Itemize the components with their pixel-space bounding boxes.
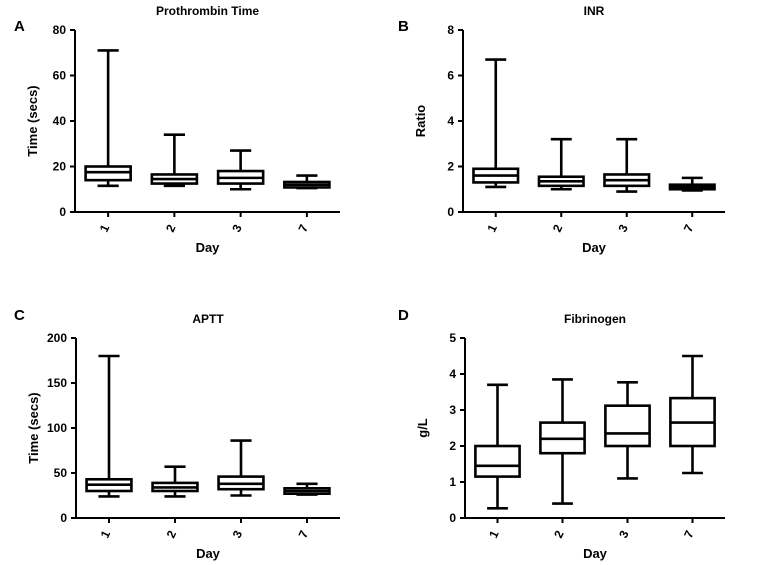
y-tick-label: 200 xyxy=(47,331,67,345)
box-plot-day-7 xyxy=(283,174,331,190)
chart-title: Prothrombin Time xyxy=(156,4,259,18)
box-plot-day-3 xyxy=(603,137,651,193)
y-tick-label: 60 xyxy=(53,69,67,83)
chart-title: Fibrinogen xyxy=(564,312,626,326)
panel-letter: D xyxy=(398,307,409,324)
y-tick-label: 4 xyxy=(449,367,456,381)
x-tick-label: 2 xyxy=(163,222,179,234)
y-axis-label: Ratio xyxy=(413,105,428,138)
y-tick-label: 5 xyxy=(449,331,456,345)
x-tick-label: 7 xyxy=(295,222,311,234)
y-tick-label: 2 xyxy=(447,160,454,174)
x-axis-label: Day xyxy=(583,546,608,561)
y-tick-label: 100 xyxy=(47,421,67,435)
x-axis-label: Day xyxy=(196,240,221,255)
y-axis-label: Time (secs) xyxy=(25,85,40,156)
box-plot-day-3 xyxy=(216,149,265,191)
y-tick-label: 0 xyxy=(59,205,66,219)
chart-title: APTT xyxy=(192,312,224,326)
panel-c: C APTT 0 50 100 150 200 Time (secs) 1 2 3 7 Day xyxy=(14,307,340,561)
x-tick-label: 7 xyxy=(681,528,697,540)
x-tick-label: 1 xyxy=(98,528,114,540)
chart-title: INR xyxy=(584,4,605,18)
x-tick-label: 2 xyxy=(164,528,180,540)
box-plot-day-2 xyxy=(150,133,199,188)
x-axis-label: Day xyxy=(582,240,607,255)
box-plot-day-1 xyxy=(472,58,520,189)
y-axis-label: Time (secs) xyxy=(26,392,41,463)
x-tick-label: 3 xyxy=(616,528,632,540)
panel-d: D Fibrinogen 0 1 2 3 4 5 g/L 1 2 3 7 Day xyxy=(398,307,725,561)
y-tick-label: 150 xyxy=(47,376,67,390)
x-tick-label: 3 xyxy=(230,528,246,540)
box-plot-day-3 xyxy=(604,380,651,480)
y-tick-label: 8 xyxy=(447,23,454,37)
x-tick-label: 3 xyxy=(615,222,631,234)
y-axis-label: g/L xyxy=(415,418,430,438)
y-tick-label: 20 xyxy=(53,160,67,174)
x-tick-label: 2 xyxy=(550,222,566,234)
iqr-box xyxy=(604,404,651,448)
y-tick-label: 80 xyxy=(53,23,67,37)
box-plot-day-3 xyxy=(217,439,265,497)
box-plot-day-2 xyxy=(151,465,199,498)
y-tick-label: 0 xyxy=(60,511,67,525)
box-plot-day-1 xyxy=(474,383,521,510)
panel-letter: C xyxy=(14,307,25,324)
box-plot-day-2 xyxy=(539,378,586,505)
y-tick-label: 2 xyxy=(449,439,456,453)
panel-letter: B xyxy=(398,18,409,35)
y-tick-label: 4 xyxy=(447,114,454,128)
x-tick-label: 7 xyxy=(296,528,312,540)
y-tick-label: 0 xyxy=(447,205,454,219)
panel-b: B INR 0 2 4 6 8 Ratio 1 2 3 7 Day xyxy=(398,4,725,255)
y-tick-label: 50 xyxy=(54,466,68,480)
x-tick-label: 7 xyxy=(681,222,697,234)
x-axis-label: Day xyxy=(196,546,221,561)
iqr-box xyxy=(474,444,521,478)
box-plot-day-1 xyxy=(85,354,133,498)
y-tick-label: 6 xyxy=(447,69,454,83)
y-tick-label: 40 xyxy=(53,114,67,128)
box-plot-day-2 xyxy=(537,137,585,191)
box-plot-day-7 xyxy=(283,482,331,496)
x-tick-label: 1 xyxy=(484,222,500,234)
box-plot-day-1 xyxy=(84,49,132,188)
y-tick-label: 0 xyxy=(449,511,456,525)
y-tick-label: 1 xyxy=(449,475,456,489)
y-tick-label: 3 xyxy=(449,403,456,417)
x-tick-label: 3 xyxy=(229,222,245,234)
x-tick-label: 1 xyxy=(97,222,113,234)
x-tick-label: 1 xyxy=(486,528,502,540)
panel-letter: A xyxy=(14,18,25,35)
box-plot-day-7 xyxy=(669,354,716,475)
x-tick-label: 2 xyxy=(551,528,567,540)
panel-a: A Prothrombin Time 0 20 40 60 80 Time (secs) 1 2 3… xyxy=(14,4,340,255)
box-plot-day-7 xyxy=(668,176,716,192)
